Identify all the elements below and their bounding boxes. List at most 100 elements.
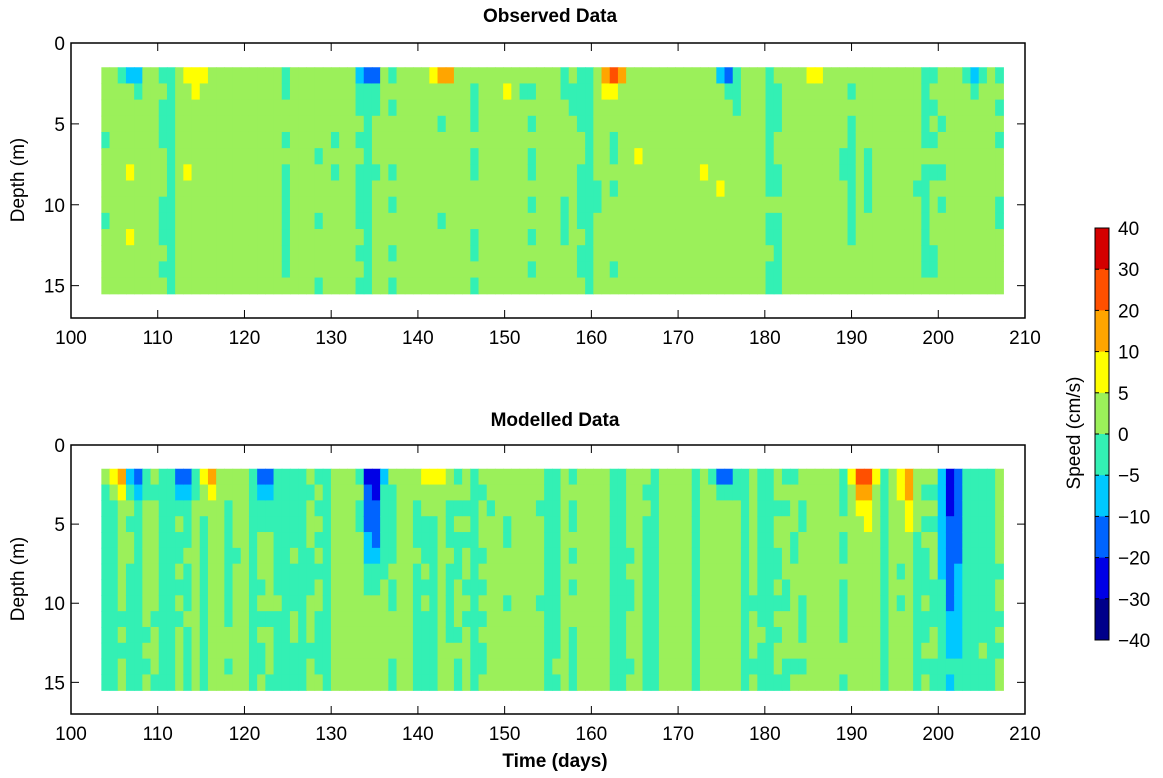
observed-contour-cell <box>675 67 685 85</box>
observed-contour-cell <box>462 83 471 101</box>
modelled-contour-cell <box>298 484 307 501</box>
modelled-contour-cell <box>544 468 553 486</box>
modelled-contour-cell <box>749 516 758 533</box>
modelled-contour-cell <box>371 579 381 596</box>
modelled-contour-cell <box>240 658 250 676</box>
modelled-contour-cell <box>486 611 496 628</box>
observed-contour-cell <box>404 115 414 133</box>
observed-contour-cell <box>749 180 758 198</box>
observed-contour-cell <box>248 115 258 133</box>
modelled-contour-cell <box>601 516 611 533</box>
modelled-contour-cell <box>363 500 373 517</box>
modelled-contour-cell <box>322 642 332 660</box>
observed-contour-cell <box>568 261 578 279</box>
observed-contour-cell <box>289 196 299 214</box>
observed-contour-cell <box>150 212 160 230</box>
modelled-contour-cell <box>658 563 668 581</box>
modelled-contour-cell <box>560 611 570 628</box>
modelled-contour-cell <box>429 484 439 501</box>
modelled-contour-cell <box>347 595 357 612</box>
modelled-contour-cell <box>765 516 775 533</box>
observed-contour-cell <box>740 115 750 133</box>
observed-contour-cell <box>822 83 832 101</box>
modelled-contour-cell <box>125 532 135 549</box>
modelled-contour-cell <box>814 500 824 517</box>
observed-contour-cell <box>494 277 504 295</box>
modelled-contour-cell <box>552 547 562 565</box>
observed-contour-cell <box>806 245 816 262</box>
observed-contour-cell <box>412 115 422 133</box>
modelled-contour-cell <box>798 595 808 612</box>
observed-contour-cell <box>560 261 570 279</box>
modelled-contour-cell <box>437 532 447 549</box>
modelled-contour-cell <box>765 658 775 676</box>
modelled-contour-cell <box>117 674 127 691</box>
modelled-contour-cell <box>109 500 119 517</box>
modelled-contour-cell <box>937 658 947 676</box>
observed-contour-cell <box>142 99 152 117</box>
observed-contour-cell <box>962 83 972 101</box>
observed-contour-cell <box>798 229 808 246</box>
modelled-contour-cell <box>617 642 627 660</box>
modelled-contour-cell <box>732 532 742 549</box>
observed-contour-cell <box>683 245 693 262</box>
modelled-contour-cell <box>330 563 340 581</box>
observed-contour-cell <box>757 148 767 165</box>
observed-contour-cell <box>240 148 250 165</box>
observed-contour-cell <box>298 196 307 214</box>
observed-contour-cell <box>462 212 471 230</box>
modelled-contour-cell <box>626 611 635 628</box>
modelled-contour-cell <box>732 579 742 596</box>
modelled-contour-cell <box>814 658 824 676</box>
modelled-contour-cell <box>478 626 488 644</box>
observed-contour-cell <box>699 164 709 182</box>
observed-contour-cell <box>945 212 955 230</box>
modelled-contour-cell <box>380 626 389 644</box>
modelled-contour-cell <box>658 658 668 676</box>
modelled-contour-cell <box>207 516 217 533</box>
modelled-contour-cell <box>306 500 316 517</box>
modelled-contour-cell <box>888 532 898 549</box>
observed-contour-cell <box>248 67 258 85</box>
observed-contour-cell <box>257 148 266 165</box>
modelled-contour-cell <box>355 674 365 691</box>
observed-contour-cell <box>970 212 980 230</box>
observed-contour-cell <box>798 164 808 182</box>
modelled-contour-cell <box>552 484 562 501</box>
modelled-contour-cell <box>289 674 299 691</box>
observed-contour-cell <box>601 196 611 214</box>
observed-contour-cell <box>658 229 668 246</box>
observed-contour-cell <box>273 212 283 230</box>
observed-contour-cell <box>609 245 619 262</box>
modelled-contour-cell <box>913 658 922 676</box>
modelled-contour-cell <box>535 579 545 596</box>
modelled-contour-cell <box>757 563 767 581</box>
observed-contour-cell <box>626 131 635 149</box>
modelled-contour-cell <box>330 611 340 628</box>
observed-contour-cell <box>986 115 996 133</box>
modelled-contour-cell <box>199 532 209 549</box>
modelled-contour-cell <box>207 468 217 486</box>
observed-contour-cell <box>298 212 307 230</box>
modelled-contour-cell <box>166 658 176 676</box>
modelled-contour-cell <box>544 500 553 517</box>
observed-contour-cell <box>642 229 652 246</box>
observed-contour-cell <box>322 277 332 295</box>
modelled-contour-cell <box>929 626 939 644</box>
observed-contour-cell <box>995 131 1004 149</box>
observed-contour-cell <box>863 67 873 85</box>
modelled-contour-cell <box>511 611 521 628</box>
modelled-contour-cell <box>503 579 512 596</box>
observed-contour-cell <box>503 83 512 101</box>
observed-contour-cell <box>634 67 644 85</box>
observed-contour-cell <box>511 229 521 246</box>
observed-contour-cell <box>412 196 422 214</box>
observed-contour-cell <box>921 196 931 214</box>
modelled-contour-cell <box>560 484 570 501</box>
modelled-contour-cell <box>937 595 947 612</box>
modelled-contour-cell <box>675 579 685 596</box>
observed-contour-cell <box>527 131 537 149</box>
modelled-contour-cell <box>978 674 988 691</box>
observed-contour-cell <box>847 67 857 85</box>
observed-contour-cell <box>831 261 840 279</box>
